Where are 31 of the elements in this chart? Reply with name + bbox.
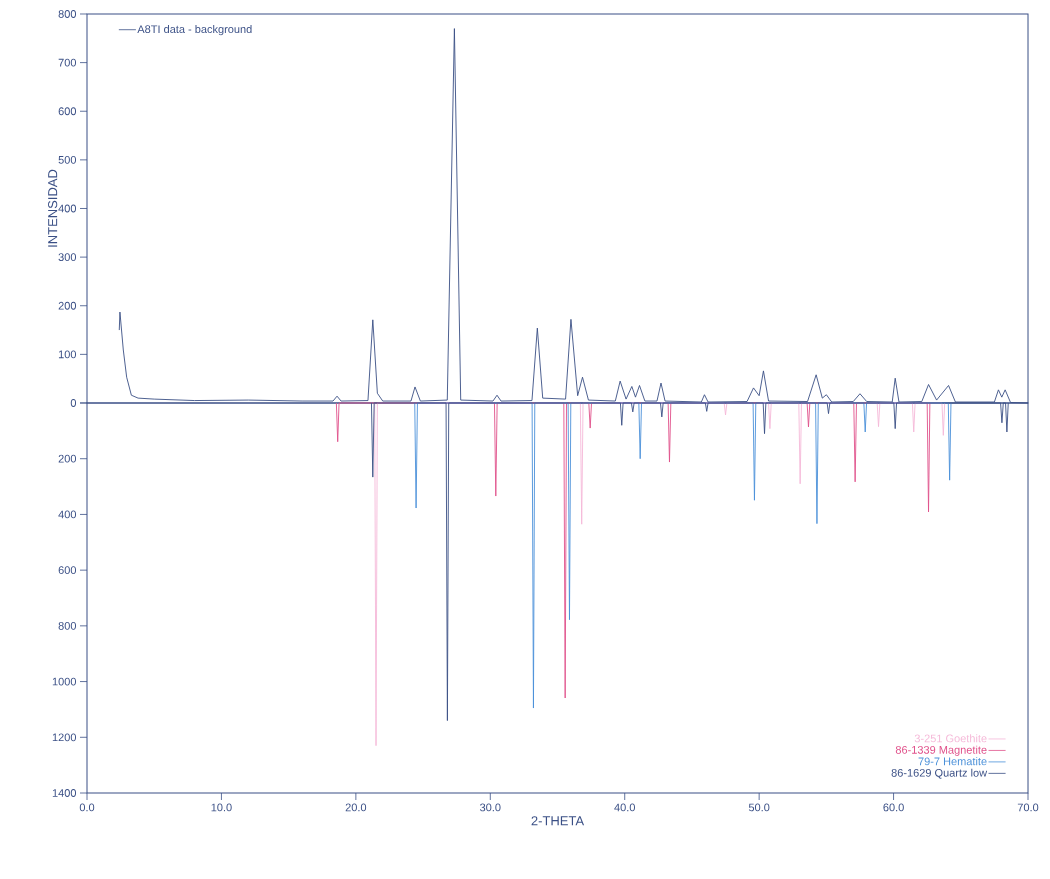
y-tick-label: 600 (58, 566, 77, 575)
y-tick-label: 700 (58, 58, 77, 67)
legend-label: A8TI data - background (137, 24, 252, 36)
x-tick-label: 40.0 (614, 803, 635, 812)
y-tick-label: 1400 (52, 789, 77, 797)
y-tick-label: 400 (58, 510, 77, 519)
x-tick-label: 10.0 (211, 803, 232, 812)
y-tick-label: 500 (58, 155, 77, 164)
y-tick-label: 300 (58, 253, 77, 262)
x-tick-label: 20.0 (345, 803, 367, 812)
x-axis-title: 2-THETA (531, 816, 585, 826)
y-tick-label: 0 (70, 399, 77, 407)
y-tick-label: 800 (58, 621, 77, 630)
legend-label: 79-7 Hematite (918, 757, 987, 766)
x-tick-label: 0.0 (79, 803, 95, 812)
y-axis-title: INTENSIDAD (48, 169, 58, 247)
y-tick-label: 200 (58, 454, 77, 463)
x-tick-label: 50.0 (748, 803, 770, 812)
x-tick-label: 30.0 (480, 803, 501, 812)
y-tick-label: 400 (58, 204, 77, 213)
legend-label: 86-1629 Quartz low (891, 768, 988, 779)
legend-label: 3-251 Goethite (914, 734, 987, 743)
y-tick-label: 1000 (52, 677, 77, 686)
y-tick-label: 1200 (52, 733, 77, 742)
y-tick-label: 100 (58, 350, 77, 359)
y-tick-label: 600 (58, 107, 77, 116)
x-tick-label: 70.0 (1017, 803, 1039, 812)
legend-label: 86-1339 Magnetite (895, 745, 987, 756)
y-tick-label: 800 (58, 10, 77, 18)
y-tick-label: 200 (58, 301, 77, 310)
x-tick-label: 60.0 (883, 803, 904, 812)
